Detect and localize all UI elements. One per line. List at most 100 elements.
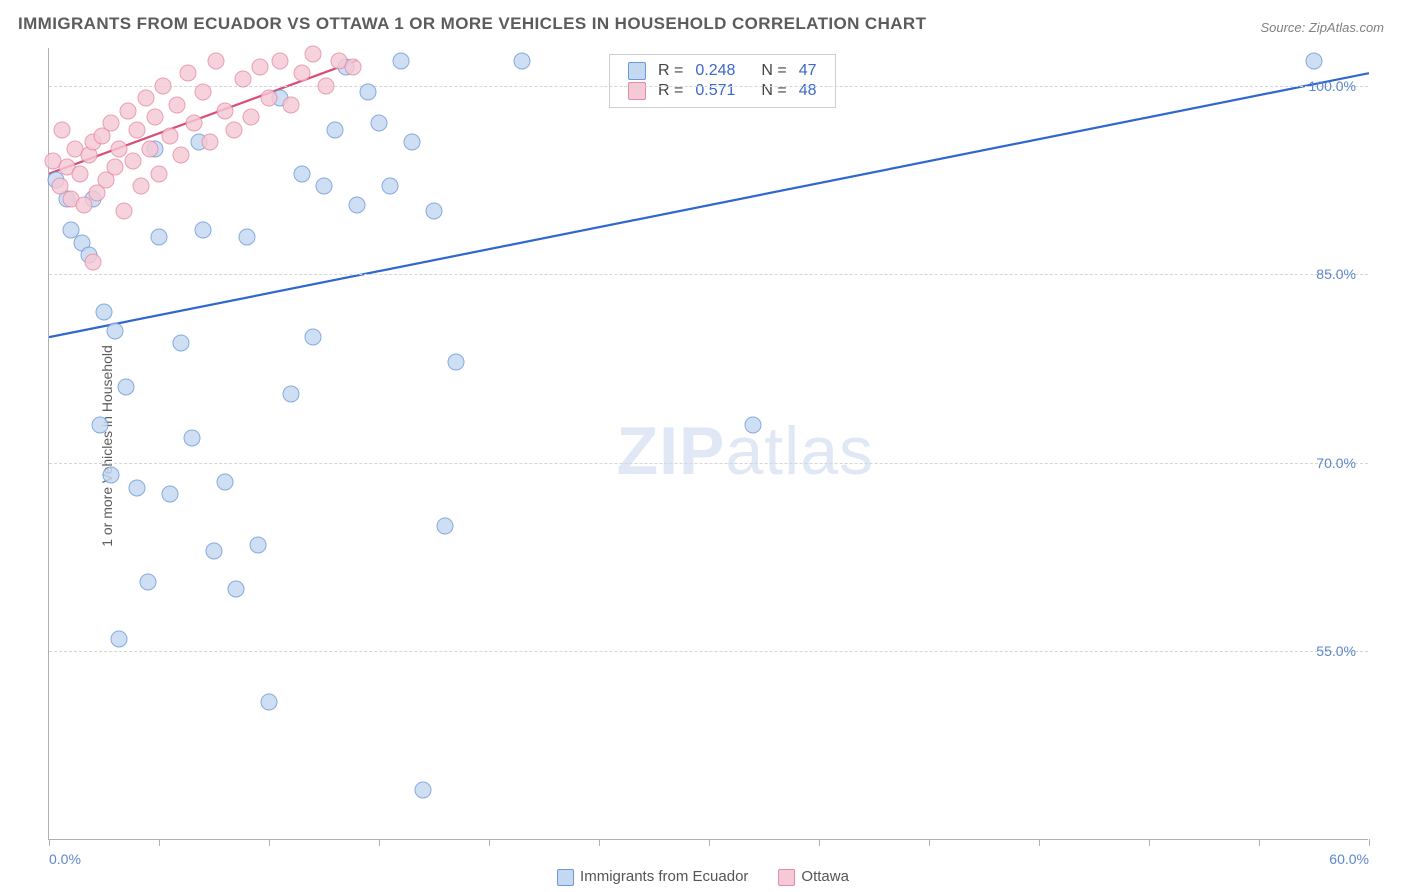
scatter-point (745, 417, 762, 434)
legend-n-label: N = (755, 61, 792, 81)
scatter-point (140, 574, 157, 591)
scatter-point (371, 115, 388, 132)
scatter-point (261, 693, 278, 710)
x-tick (819, 839, 820, 846)
scatter-point (305, 46, 322, 63)
scatter-point (85, 253, 102, 270)
y-tick-label: 70.0% (1316, 455, 1356, 471)
scatter-point (239, 228, 256, 245)
y-gridline (49, 651, 1368, 652)
x-tick (1369, 839, 1370, 846)
scatter-point (437, 517, 454, 534)
x-tick (1039, 839, 1040, 846)
scatter-point (382, 178, 399, 195)
x-tick (1149, 839, 1150, 846)
legend-swatch (628, 62, 646, 80)
scatter-point (195, 222, 212, 239)
y-gridline (49, 463, 1368, 464)
legend-series: Immigrants from Ecuador Ottawa (557, 868, 849, 886)
scatter-point (294, 165, 311, 182)
scatter-point (107, 322, 124, 339)
scatter-point (195, 84, 212, 101)
legend-label: Ottawa (801, 868, 849, 885)
x-tick (489, 839, 490, 846)
legend-item: Ottawa (778, 868, 849, 886)
scatter-point (71, 165, 88, 182)
legend-n-value: 48 (793, 81, 823, 101)
scatter-point (96, 304, 113, 321)
scatter-point (184, 429, 201, 446)
scatter-point (404, 134, 421, 151)
scatter-point (250, 536, 267, 553)
scatter-point (344, 58, 361, 75)
scatter-point (76, 197, 93, 214)
scatter-point (448, 354, 465, 371)
plot-area: ZIPatlas R =0.248N =47R =0.571N =48 55.0… (48, 48, 1368, 840)
scatter-point (206, 542, 223, 559)
legend-swatch (778, 869, 795, 886)
scatter-point (243, 109, 260, 126)
scatter-point (426, 203, 443, 220)
scatter-point (137, 90, 154, 107)
scatter-point (102, 467, 119, 484)
scatter-point (129, 480, 146, 497)
scatter-point (133, 178, 150, 195)
scatter-point (118, 379, 135, 396)
legend-n-label: N = (755, 81, 792, 101)
scatter-point (111, 630, 128, 647)
legend-r-label: R = (652, 81, 689, 101)
scatter-point (168, 96, 185, 113)
scatter-point (228, 580, 245, 597)
scatter-point (142, 140, 159, 157)
x-tick (379, 839, 380, 846)
scatter-point (129, 121, 146, 138)
scatter-point (349, 197, 366, 214)
legend-r-value: 0.571 (689, 81, 741, 101)
scatter-point (360, 84, 377, 101)
scatter-point (283, 96, 300, 113)
x-tick (269, 839, 270, 846)
scatter-point (305, 329, 322, 346)
scatter-point (283, 385, 300, 402)
chart-title: IMMIGRANTS FROM ECUADOR VS OTTAWA 1 OR M… (18, 14, 926, 34)
scatter-point (173, 146, 190, 163)
scatter-point (1306, 52, 1323, 69)
scatter-point (120, 102, 137, 119)
scatter-point (179, 65, 196, 82)
scatter-point (107, 159, 124, 176)
scatter-point (217, 102, 234, 119)
scatter-point (261, 90, 278, 107)
y-gridline (49, 274, 1368, 275)
scatter-point (225, 121, 242, 138)
legend-r-value: 0.248 (689, 61, 741, 81)
scatter-point (327, 121, 344, 138)
x-tick (709, 839, 710, 846)
scatter-point (151, 228, 168, 245)
scatter-point (514, 52, 531, 69)
scatter-point (294, 65, 311, 82)
legend-item: Immigrants from Ecuador (557, 868, 748, 886)
scatter-point (151, 165, 168, 182)
x-tick (929, 839, 930, 846)
legend-r-label: R = (652, 61, 689, 81)
scatter-point (318, 77, 335, 94)
scatter-point (217, 473, 234, 490)
scatter-point (162, 128, 179, 145)
scatter-point (115, 203, 132, 220)
y-tick-label: 85.0% (1316, 266, 1356, 282)
y-tick-label: 55.0% (1316, 643, 1356, 659)
scatter-point (415, 781, 432, 798)
x-tick (49, 839, 50, 846)
legend-swatch (557, 869, 574, 886)
scatter-point (146, 109, 163, 126)
y-tick-label: 100.0% (1309, 78, 1356, 94)
scatter-point (201, 134, 218, 151)
scatter-point (272, 52, 289, 69)
scatter-point (208, 52, 225, 69)
scatter-point (54, 121, 71, 138)
x-tick (599, 839, 600, 846)
scatter-point (162, 486, 179, 503)
legend-n-value: 47 (793, 61, 823, 81)
scatter-point (393, 52, 410, 69)
scatter-point (124, 153, 141, 170)
